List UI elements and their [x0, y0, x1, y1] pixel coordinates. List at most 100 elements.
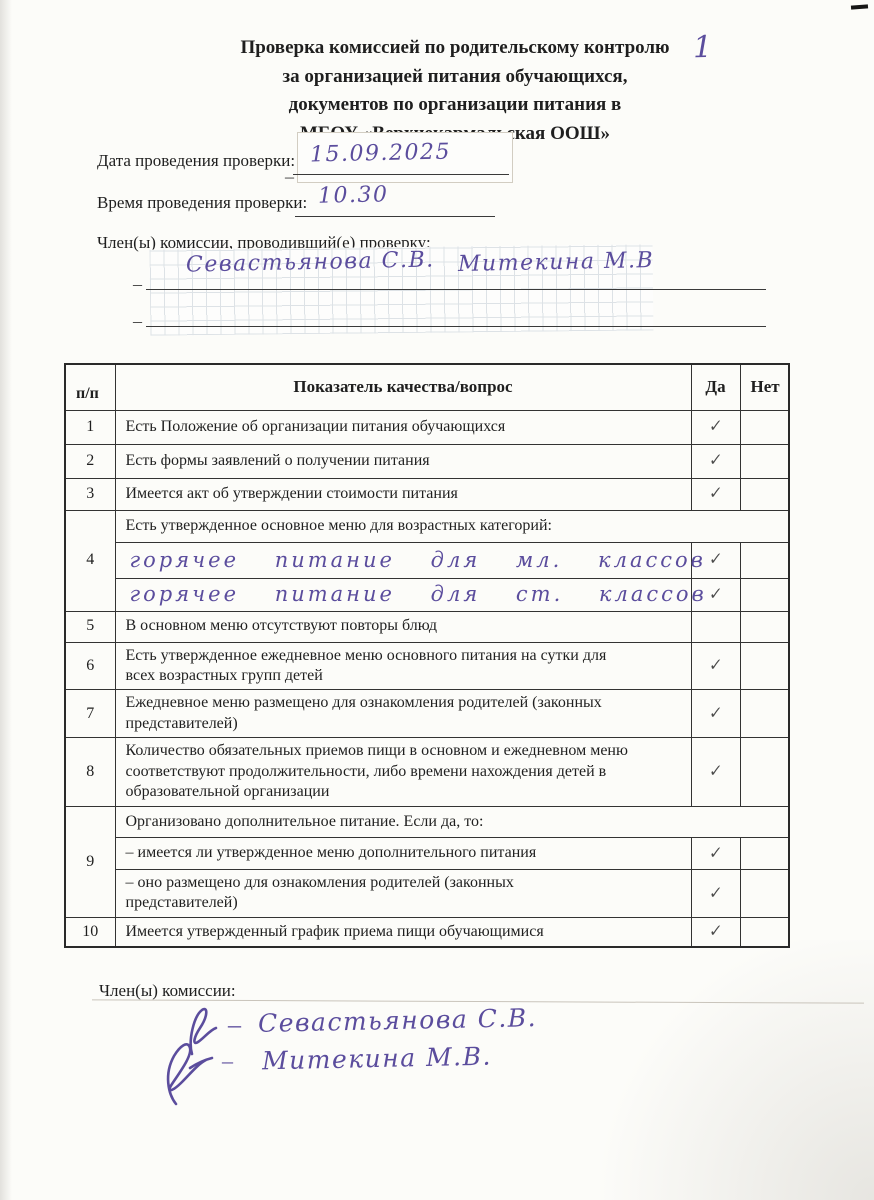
table-row-6: 6 Есть утвержденное ежедневное меню осно… [64, 641, 790, 691]
row-number: 5 [64, 610, 116, 643]
col-header-no: Нет [739, 363, 790, 411]
no-cell [739, 641, 790, 691]
row-number: 8 [64, 737, 116, 807]
table-row-9a: – имеется ли утвержденное меню дополните… [65, 836, 790, 870]
checkmark: ✓ [708, 760, 723, 782]
row-number: 2 [64, 443, 116, 479]
row-number: 7 [64, 689, 116, 739]
table-row-10: 10 Имеется утвержденный график приема пи… [64, 916, 790, 948]
yes-cell: ✓ [690, 443, 741, 479]
table-row-1: 1 Есть Положение об организации питания … [64, 409, 790, 445]
footer-members-label: Член(ы) комиссии: [99, 981, 236, 1000]
handwritten-menu-entry-1: горячее питание для мл. классов [114, 541, 703, 579]
checkmark: ✓ [708, 881, 723, 903]
title-line-3: документов по организации питания в [288, 94, 622, 115]
question-text: Количество обязательных приемов пищи в о… [114, 737, 692, 807]
table-header-row: п/п Показатель качества/вопрос Да Нет [64, 363, 790, 411]
checkmark: ✓ [708, 582, 723, 604]
row-number: 3 [64, 477, 116, 511]
no-cell [739, 409, 790, 445]
question-text: В основном меню отсутствуют повторы блюд [114, 610, 692, 643]
date-label: Дата проведения проверки: [97, 151, 296, 170]
table-row-2: 2 Есть формы заявлений о получении питан… [64, 443, 790, 479]
row-number: 10 [64, 916, 116, 948]
table-row-3: 3 Имеется акт об утверждении стоимости п… [64, 477, 790, 511]
handwritten-menu-entry-2: горячее питание для ст. классов [114, 577, 704, 612]
checkmark: ✓ [708, 548, 723, 570]
corner-mark [850, 4, 869, 10]
question-text: Имеется утвержденный график приема пищи … [114, 916, 692, 948]
date-fill-line [293, 140, 509, 175]
member-line-2-underline [146, 296, 766, 327]
table-row-4-header: 4 Есть утвержденное основное меню для во… [64, 509, 790, 612]
signature-dash-2: – [222, 1048, 233, 1073]
title-line-1: Проверка комиссией по родительскому конт… [240, 37, 670, 58]
question-subheader: Есть утвержденное основное меню для возр… [114, 509, 790, 543]
yes-cell: ✓ [690, 477, 741, 511]
yes-cell: ✓ [690, 409, 741, 445]
time-value: 10.30 [317, 182, 389, 209]
document-title: Проверка комиссией по родительскому конт… [36, 34, 874, 148]
row-number: 6 [64, 641, 116, 691]
commission-member-name-1: Севастьянова С.В. [185, 247, 435, 278]
no-cell [739, 541, 790, 579]
table-row-9-header: 9 Организовано дополнительное питание. Е… [64, 805, 790, 918]
yes-cell: ✓ [690, 868, 741, 918]
member-line-1-underline [146, 258, 766, 290]
question-text: Ежедневное меню размещено для ознакомлен… [114, 689, 692, 739]
question-text: Имеется акт об утверждении стоимости пит… [114, 477, 692, 511]
signature-stroke-1 [189, 1007, 218, 1056]
signature-name-2: Митекина М.В. [261, 1041, 493, 1076]
question-text: Есть Положение об организации питания об… [114, 409, 692, 445]
yes-cell: ✓ [690, 541, 741, 579]
no-cell [739, 443, 790, 479]
table-row-4a: горячее питание для мл. классов ✓ [65, 541, 790, 579]
member-line-2-dash: – [133, 311, 142, 331]
date-value: 15.09.2025 [309, 139, 452, 168]
table-row-4b: горячее питание для ст. классов ✓ [65, 577, 790, 612]
time-fill-line [295, 182, 495, 217]
no-cell [739, 577, 790, 612]
no-cell [739, 477, 790, 511]
page-edge-shading-left [0, 0, 12, 1200]
row-number: 9 [64, 805, 116, 918]
no-cell [739, 737, 790, 807]
no-cell [739, 868, 790, 918]
checkmark: ✓ [708, 449, 723, 471]
handwritten-page-number: 1 [692, 29, 714, 66]
yes-cell: ✓ [690, 689, 741, 739]
page-corner-shading [574, 940, 874, 1200]
table-row-8: 8 Количество обязательных приемов пищи в… [64, 737, 790, 807]
no-cell [739, 916, 790, 948]
checkmark: ✓ [708, 920, 723, 942]
question-text: Есть утвержденное ежедневное меню основн… [114, 641, 692, 691]
table-row-7: 7 Ежедневное меню размещено для ознакомл… [64, 689, 790, 739]
checkmark: ✓ [708, 654, 723, 676]
question-text: – имеется ли утвержденное меню дополните… [114, 836, 692, 870]
time-label: Время проведения проверки: [97, 193, 308, 212]
row-number: 1 [64, 409, 116, 445]
row-number: 4 [64, 509, 116, 612]
checkmark: ✓ [708, 702, 723, 723]
question-text: Есть формы заявлений о получении питания [114, 443, 692, 479]
member-line-1-dash: – [133, 274, 142, 294]
signature-dash-1: – [228, 1010, 241, 1039]
question-subheader: Организовано дополнительное питание. Есл… [114, 805, 790, 838]
no-cell [739, 610, 790, 643]
col-header-yes: Да [690, 363, 741, 411]
date-underscore: _ [285, 160, 294, 180]
no-cell [739, 689, 790, 739]
title-line-2: за организацией питания обучающихся, [282, 65, 628, 87]
table-row-5: 5 В основном меню отсутствуют повторы бл… [64, 610, 790, 643]
yes-cell: ✓ [690, 737, 741, 807]
checkmark: ✓ [708, 841, 723, 863]
checklist-table: п/п Показатель качества/вопрос Да Нет 1 … [64, 363, 790, 949]
question-text: – оно размещено для ознакомления родител… [114, 868, 692, 918]
commission-member-name-2: Митекина М.В [457, 247, 655, 278]
table-row-9b: – оно размещено для ознакомления родител… [65, 868, 790, 918]
no-cell [739, 836, 790, 870]
yes-cell: ✓ [690, 836, 741, 870]
checkmark: ✓ [708, 482, 723, 504]
yes-cell: ✓ [690, 916, 741, 948]
